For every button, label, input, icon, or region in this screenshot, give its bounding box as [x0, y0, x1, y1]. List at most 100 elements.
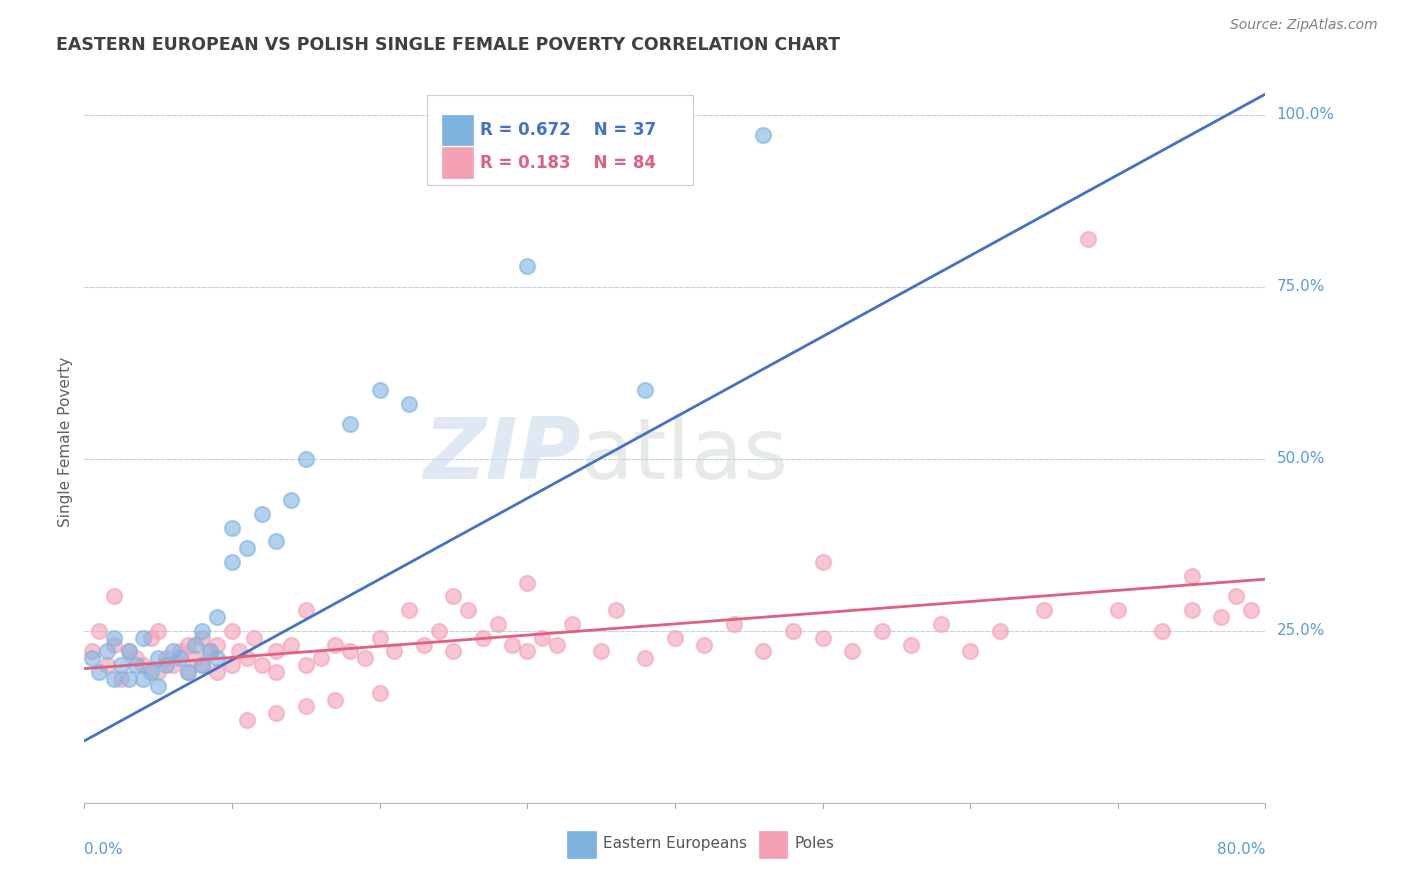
Point: [959, 644, 981, 658]
Point: [169, 651, 191, 665]
Point: [236, 713, 259, 727]
Point: [1240, 603, 1263, 617]
Text: EASTERN EUROPEAN VS POLISH SINGLE FEMALE POVERTY CORRELATION CHART: EASTERN EUROPEAN VS POLISH SINGLE FEMALE…: [56, 36, 841, 54]
Point: [148, 679, 170, 693]
Point: [1033, 603, 1056, 617]
Point: [280, 638, 302, 652]
Point: [382, 644, 406, 658]
Point: [266, 665, 288, 679]
Point: [841, 644, 863, 658]
Point: [280, 493, 302, 508]
Point: [354, 651, 377, 665]
Point: [148, 651, 170, 665]
Point: [169, 644, 191, 658]
Point: [457, 603, 479, 617]
Point: [325, 692, 347, 706]
Point: [221, 555, 243, 569]
Point: [155, 651, 177, 665]
Point: [198, 644, 221, 658]
Point: [561, 616, 583, 631]
Point: [472, 631, 495, 645]
Point: [634, 383, 657, 397]
Text: R = 0.672    N = 37: R = 0.672 N = 37: [479, 121, 657, 139]
Point: [1107, 603, 1129, 617]
Point: [339, 644, 361, 658]
Point: [207, 665, 229, 679]
Text: ZIP: ZIP: [423, 415, 581, 498]
FancyBboxPatch shape: [427, 95, 693, 185]
Point: [988, 624, 1011, 638]
Point: [295, 658, 318, 673]
FancyBboxPatch shape: [568, 831, 596, 858]
Point: [929, 616, 952, 631]
Point: [516, 644, 538, 658]
Point: [110, 658, 132, 673]
Point: [900, 638, 922, 652]
Point: [87, 624, 111, 638]
Point: [236, 541, 259, 556]
Point: [295, 603, 318, 617]
Point: [591, 644, 613, 658]
Point: [110, 672, 132, 686]
Point: [96, 658, 118, 673]
Point: [1150, 624, 1173, 638]
Point: [309, 651, 332, 665]
Y-axis label: Single Female Poverty: Single Female Poverty: [58, 357, 73, 526]
Text: 50.0%: 50.0%: [1277, 451, 1324, 467]
Text: Source: ZipAtlas.com: Source: ZipAtlas.com: [1230, 18, 1378, 32]
Point: [103, 631, 125, 645]
FancyBboxPatch shape: [759, 831, 787, 858]
Point: [605, 603, 627, 617]
Point: [501, 638, 523, 652]
Point: [368, 383, 391, 397]
Point: [664, 631, 686, 645]
Point: [207, 651, 229, 665]
Point: [723, 616, 745, 631]
Point: [413, 638, 436, 652]
Text: 25.0%: 25.0%: [1277, 624, 1324, 639]
Point: [221, 520, 243, 534]
Point: [752, 128, 775, 143]
Point: [870, 624, 893, 638]
Point: [295, 451, 318, 466]
Point: [191, 631, 214, 645]
Point: [118, 644, 141, 658]
Point: [118, 672, 141, 686]
Point: [191, 658, 214, 673]
Point: [221, 624, 243, 638]
Point: [198, 644, 221, 658]
Text: 75.0%: 75.0%: [1277, 279, 1324, 294]
Point: [693, 638, 716, 652]
Point: [125, 651, 148, 665]
Text: 80.0%: 80.0%: [1218, 842, 1265, 856]
Point: [103, 672, 125, 686]
Point: [1211, 610, 1233, 624]
Point: [184, 638, 207, 652]
Point: [155, 658, 177, 673]
Point: [1181, 568, 1204, 582]
Text: R = 0.183    N = 84: R = 0.183 N = 84: [479, 153, 657, 171]
Point: [266, 534, 288, 549]
Point: [162, 644, 184, 658]
FancyBboxPatch shape: [443, 115, 472, 145]
Point: [191, 624, 214, 638]
Text: Eastern Europeans: Eastern Europeans: [603, 837, 747, 852]
Point: [103, 590, 125, 604]
Point: [486, 616, 509, 631]
Point: [207, 610, 229, 624]
Point: [266, 644, 288, 658]
Point: [398, 397, 420, 411]
Point: [1077, 231, 1099, 245]
Point: [132, 658, 155, 673]
Point: [103, 638, 125, 652]
Point: [221, 658, 243, 673]
Point: [207, 638, 229, 652]
Text: 0.0%: 0.0%: [84, 842, 124, 856]
Text: atlas: atlas: [581, 415, 789, 498]
Point: [325, 638, 347, 652]
Point: [368, 686, 391, 700]
Point: [87, 665, 111, 679]
Point: [250, 658, 273, 673]
Point: [228, 644, 250, 658]
Point: [443, 644, 465, 658]
